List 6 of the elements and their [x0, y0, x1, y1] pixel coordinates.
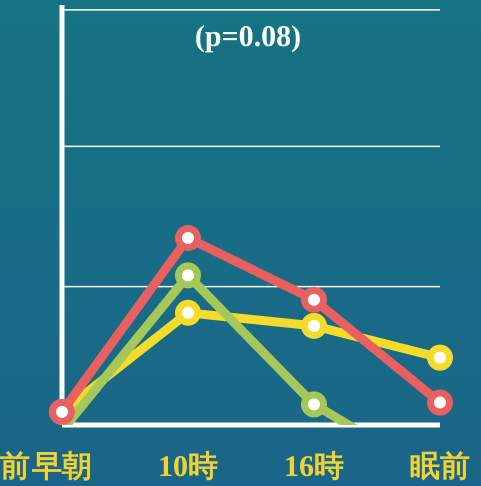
- x-tick-label: 10時: [158, 450, 218, 483]
- x-tick-label: 早朝: [31, 450, 92, 483]
- chart-title: (p=0.08): [194, 20, 302, 53]
- text: 前: [0, 450, 30, 483]
- x-tick-label: 16時: [284, 450, 344, 483]
- x-tick-label: 眠前: [410, 450, 470, 483]
